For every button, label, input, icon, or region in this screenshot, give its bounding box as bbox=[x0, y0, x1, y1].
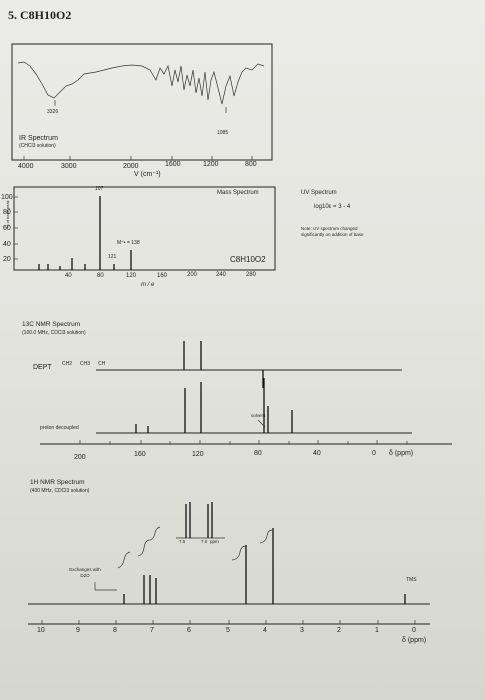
h1-tms-label: TMS bbox=[406, 577, 417, 583]
ms-ytick-80: 80 bbox=[3, 209, 11, 216]
h1-tick-5: 5 bbox=[226, 627, 230, 634]
ms-xtick-280: 280 bbox=[246, 272, 257, 278]
ir-tick-2000: 2000 bbox=[123, 163, 139, 170]
h1-axis-ticks bbox=[41, 620, 416, 624]
h1-tick-7: 7 bbox=[150, 627, 154, 634]
problem-title-text: 5. C8H10O2 bbox=[8, 8, 72, 22]
ms-yaxis-ticks bbox=[14, 196, 18, 260]
ms-formula: C8H10O2 bbox=[230, 255, 266, 264]
h1-tick-2: 2 bbox=[337, 627, 341, 634]
c13-solvent-label: solvent bbox=[251, 413, 266, 418]
ms-title: Mass Spectrum bbox=[217, 190, 259, 196]
h1-tick-3: 3 bbox=[300, 627, 304, 634]
ms-peak-label-121: 121 bbox=[108, 254, 117, 260]
h1-subtitle: (400 MHz, CDCl3 solution) bbox=[30, 488, 90, 494]
h1-tick-4: 4 bbox=[263, 627, 267, 634]
c13-subtitle: (100.0 MHz, CDCl3 solution) bbox=[22, 330, 86, 336]
c13-decoupled-label: proton decoupled bbox=[40, 425, 79, 431]
ir-axis-ticks bbox=[23, 156, 253, 160]
ms-xtick-80: 80 bbox=[97, 273, 104, 279]
c13-tick-160: 160 bbox=[134, 451, 146, 458]
h1-axis-unit: δ (ppm) bbox=[402, 637, 427, 644]
ms-ytick-40: 40 bbox=[3, 241, 11, 248]
h1-integration-2 bbox=[137, 526, 161, 557]
ir-axis-label: V (cm⁻¹) bbox=[134, 171, 161, 178]
c13-dept-label: DEPT bbox=[33, 364, 52, 371]
ir-tick-3000: 3000 bbox=[61, 163, 77, 170]
c13-tick-80: 80 bbox=[254, 450, 262, 457]
h1-integration-4 bbox=[259, 529, 273, 544]
ir-trace bbox=[17, 61, 265, 105]
c13-dept-ch: CH bbox=[98, 361, 106, 367]
h1-title: 1H NMR Spectrum bbox=[30, 479, 85, 486]
h1-tick-6: 6 bbox=[187, 627, 191, 634]
ms-molecular-ion: M⁺• = 138 bbox=[117, 240, 140, 246]
problem-title: 5. C8H10O2 bbox=[8, 9, 71, 21]
ir-frame bbox=[11, 43, 273, 161]
h1-tick-0: 0 bbox=[412, 627, 416, 634]
h1-expansion-label-ppm: ppm bbox=[210, 539, 219, 544]
c13-tick-120: 120 bbox=[192, 451, 204, 458]
ms-xlabel: m / e bbox=[141, 282, 155, 288]
ms-xtick-200: 200 bbox=[187, 272, 198, 278]
ir-tick-1200: 1200 bbox=[203, 161, 219, 168]
ms-xtick-40: 40 bbox=[65, 273, 72, 279]
h1-tick-10: 10 bbox=[37, 627, 45, 634]
h1-expansion-label-75: 7.5 bbox=[179, 539, 186, 544]
ms-xtick-240: 240 bbox=[216, 272, 227, 278]
uv-note: Note: UV spectrum changed significantly … bbox=[301, 226, 364, 237]
ir-tick-1600: 1600 bbox=[165, 161, 181, 168]
h1-integration-1 bbox=[117, 551, 131, 569]
c13-axis-ticks bbox=[79, 440, 408, 444]
ir-subtitle: (CHCl3 solution) bbox=[19, 143, 56, 149]
c13-tick-0: 0 bbox=[372, 450, 376, 457]
ir-peak-label-3326: 3326 bbox=[47, 109, 59, 115]
uv-title: UV Spectrum bbox=[301, 190, 337, 196]
ir-tick-4000: 4000 bbox=[18, 163, 34, 170]
h1-tick-9: 9 bbox=[76, 627, 80, 634]
ms-ylabel: % of base peak bbox=[5, 200, 10, 228]
h1-tick-1: 1 bbox=[375, 627, 379, 634]
c13-tick-200: 200 bbox=[74, 454, 86, 461]
c13-title: 13C NMR Spectrum bbox=[22, 321, 81, 328]
ms-ytick-60: 60 bbox=[3, 225, 11, 232]
ms-ytick-20: 20 bbox=[3, 256, 11, 263]
h1-integration-3 bbox=[231, 545, 247, 561]
h1-exchanges-label: Exchanges with D2O bbox=[69, 567, 101, 578]
ir-peak-label-1085: 1085 bbox=[217, 130, 229, 136]
c13-solvent-arrow bbox=[257, 419, 266, 428]
h1-tick-8: 8 bbox=[113, 627, 117, 634]
ir-tick-800: 800 bbox=[245, 161, 257, 168]
uv-log-eps: log10ε = 3 - 4 bbox=[314, 204, 351, 210]
ms-frame bbox=[13, 186, 276, 271]
h1-expansion-label-70: 7.0 bbox=[201, 539, 208, 544]
c13-dept-ch2: CH2 bbox=[62, 361, 73, 367]
ms-ytick-100: 100 bbox=[1, 194, 13, 201]
c13-dept-ch3: CH3 bbox=[80, 361, 91, 367]
ir-title: IR Spectrum bbox=[19, 135, 58, 142]
ms-peaks bbox=[38, 196, 132, 270]
ms-xtick-160: 160 bbox=[157, 273, 168, 279]
c13-tick-40: 40 bbox=[313, 450, 321, 457]
c13-axis-unit: δ (ppm) bbox=[389, 450, 414, 457]
ms-xtick-120: 120 bbox=[126, 273, 137, 279]
ms-peak-label-107: 107 bbox=[95, 186, 104, 192]
